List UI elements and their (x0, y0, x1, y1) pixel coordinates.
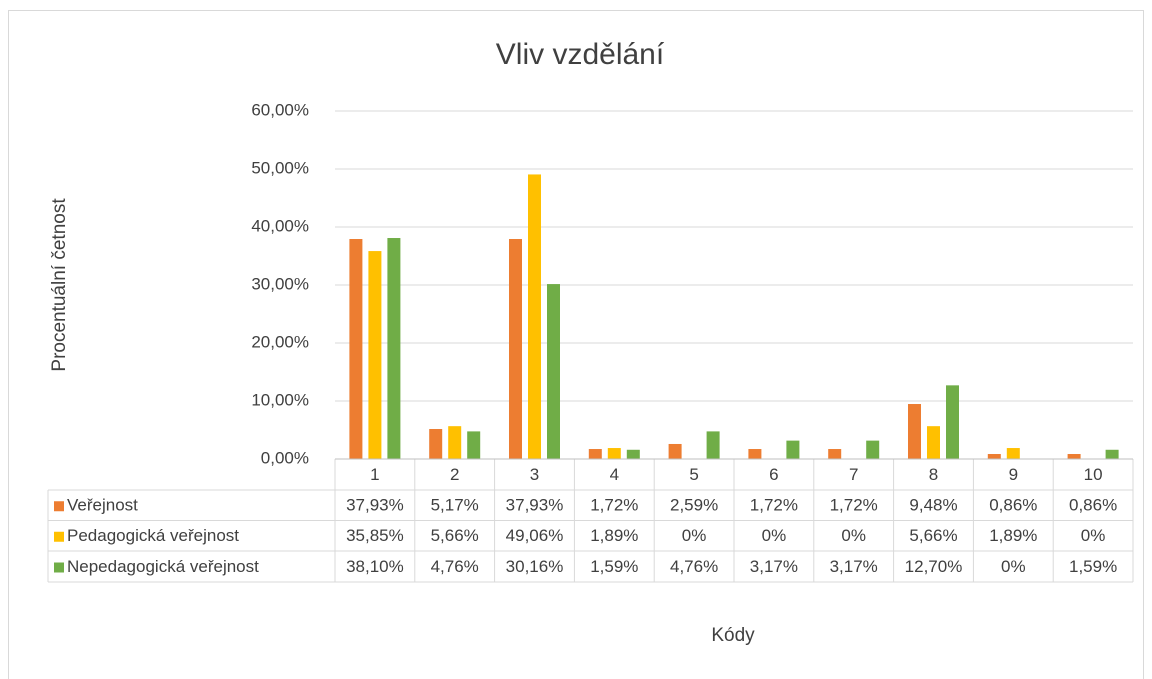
table-value: 1,72% (830, 496, 878, 515)
x-tick-label: 2 (450, 465, 459, 484)
table-value: 1,72% (590, 496, 638, 515)
table-value: 38,10% (346, 557, 404, 576)
table-value: 3,17% (750, 557, 798, 576)
legend-label: Veřejnost (67, 496, 138, 515)
x-tick-label: 6 (769, 465, 778, 484)
bar (626, 449, 640, 459)
table-value: 1,59% (1069, 557, 1117, 576)
bar (448, 426, 462, 459)
bar (528, 174, 541, 459)
table-value: 3,17% (830, 557, 878, 576)
x-tick-label: 8 (929, 465, 938, 484)
table-value: 0% (1001, 557, 1026, 576)
table-value: 2,59% (670, 496, 718, 515)
x-tick-label: 3 (530, 465, 539, 484)
table-value: 1,72% (750, 496, 798, 515)
bar (946, 385, 959, 459)
y-axis-label: Procentuální četnost (49, 198, 70, 372)
bar (927, 426, 940, 459)
y-tick-label: 40,00% (251, 216, 309, 235)
y-tick-label: 0,00% (261, 448, 309, 467)
table-value: 1,59% (590, 557, 638, 576)
table-value: 0% (841, 526, 866, 545)
table-value: 5,66% (909, 526, 957, 545)
table-value: 0,86% (989, 496, 1037, 515)
table-value: 0,86% (1069, 496, 1117, 515)
table-value: 9,48% (909, 496, 957, 515)
bar (588, 449, 602, 459)
table-value: 1,89% (989, 526, 1037, 545)
legend-label: Nepedagogická veřejnost (67, 557, 259, 576)
bar (1006, 448, 1020, 459)
bar (748, 449, 762, 459)
x-tick-label: 1 (370, 465, 379, 484)
x-tick-label: 5 (689, 465, 698, 484)
table-value: 1,89% (590, 526, 638, 545)
table-value: 37,93% (506, 496, 564, 515)
table-value: 35,85% (346, 526, 404, 545)
bar (387, 238, 401, 459)
x-tick-label: 10 (1084, 465, 1103, 484)
bar (786, 440, 800, 459)
legend-swatch (54, 501, 64, 512)
bar (509, 239, 522, 459)
table-value: 30,16% (506, 557, 564, 576)
bar (547, 284, 560, 459)
bar (706, 431, 720, 459)
bar (866, 440, 880, 459)
bar (987, 454, 1001, 459)
table-value: 0% (762, 526, 787, 545)
bar (368, 251, 382, 459)
legend-label: Pedagogická veřejnost (67, 526, 239, 545)
y-tick-label: 60,00% (251, 100, 309, 119)
x-tick-label: 9 (1009, 465, 1018, 484)
bar (908, 404, 921, 459)
x-axis-label: Kódy (711, 625, 755, 646)
table-value: 4,76% (431, 557, 479, 576)
bar (828, 449, 842, 459)
table-value: 5,17% (431, 496, 479, 515)
table-value: 37,93% (346, 496, 404, 515)
bar (429, 429, 443, 459)
bar (1105, 449, 1119, 459)
table-value: 49,06% (506, 526, 564, 545)
table-value: 5,66% (431, 526, 479, 545)
legend-swatch (54, 531, 64, 542)
chart-title: Vliv vzdělání (496, 38, 665, 71)
table-value: 0% (1081, 526, 1106, 545)
table-value: 0% (682, 526, 707, 545)
bar (1067, 454, 1081, 459)
y-tick-label: 50,00% (251, 158, 309, 177)
y-tick-label: 20,00% (251, 332, 309, 351)
x-tick-label: 4 (610, 465, 619, 484)
y-tick-label: 30,00% (251, 274, 309, 293)
chart-border (8, 10, 1144, 679)
y-tick-label: 10,00% (251, 390, 309, 409)
bar (668, 443, 682, 459)
legend-swatch (54, 562, 64, 573)
x-tick-label: 7 (849, 465, 858, 484)
bar (607, 448, 621, 459)
table-value: 12,70% (905, 557, 963, 576)
table-value: 4,76% (670, 557, 718, 576)
bar (349, 239, 363, 459)
bar (467, 431, 481, 459)
